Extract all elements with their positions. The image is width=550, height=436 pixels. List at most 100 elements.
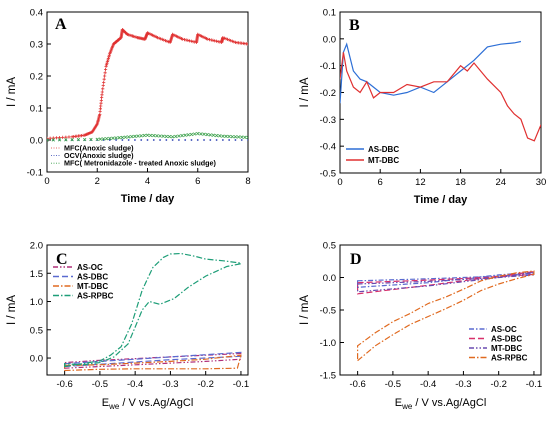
data-point: [196, 139, 199, 141]
series-line-as-oc: [63, 352, 242, 369]
data-point: [189, 132, 194, 137]
legend-label: AS-DBC: [368, 145, 399, 154]
legend-label: AS-DBC: [77, 273, 108, 282]
y-tick-label: 0.0: [30, 136, 43, 147]
data-point: [180, 133, 184, 138]
x-tick-label: 0: [44, 176, 49, 187]
data-point: [190, 139, 193, 141]
x-axis-label: Time / day: [414, 194, 468, 206]
data-point: [105, 61, 109, 65]
x-tick-label: 2: [95, 176, 100, 187]
data-point: [218, 134, 222, 138]
data-point: [120, 135, 125, 140]
series-mfc-metronidazole-treated-anoxic-sludge: [47, 131, 248, 142]
data-point: [126, 135, 131, 139]
data-point: [98, 107, 102, 111]
data-point: [164, 134, 169, 139]
data-point: [67, 135, 71, 139]
data-point: [205, 132, 209, 137]
data-point: [243, 135, 247, 139]
data-point: [199, 132, 203, 136]
x-tick-label: 12: [415, 177, 426, 188]
data-point: [127, 139, 130, 141]
data-point: [221, 36, 225, 40]
y-tick-label: 0.0: [323, 273, 336, 284]
series-line-mt-dbc: [340, 52, 541, 142]
data-point: [121, 139, 124, 141]
y-tick-label: -0.5: [320, 169, 336, 180]
legend-label: AS-RPBC: [491, 354, 528, 363]
data-point: [103, 74, 107, 78]
data-point: [95, 137, 99, 142]
data-point: [157, 36, 161, 40]
data-point: [134, 139, 136, 141]
legend: AS-DBC MT-DBC: [346, 145, 399, 165]
x-tick-label: 6: [195, 176, 200, 187]
data-point: [100, 90, 104, 94]
data-point: [117, 135, 121, 140]
y-tick-label: -0.1: [27, 168, 43, 179]
data-point: [99, 101, 103, 105]
data-point: [233, 135, 238, 139]
data-point: [99, 104, 103, 108]
data-point: [102, 80, 106, 84]
data-point: [246, 135, 248, 140]
data-point: [145, 133, 150, 137]
data-point: [125, 32, 129, 36]
legend: MFC(Anoxic sludge)OCV(Anoxic sludge)MFC(…: [51, 144, 216, 168]
data-point: [178, 139, 180, 141]
data-point: [61, 135, 65, 139]
data-point: [170, 135, 175, 139]
data-point: [246, 42, 248, 46]
data-point: [98, 110, 102, 114]
y-tick-label: 0.0: [323, 34, 336, 45]
y-tick-label: -0.5: [320, 306, 336, 317]
y-tick-label: -0.3: [320, 115, 336, 126]
data-point: [51, 138, 55, 142]
panel-label: A: [55, 16, 67, 33]
data-point: [70, 137, 74, 142]
legend-label: MT-DBC: [368, 156, 399, 165]
panel-d: -0.6 -0.5 -0.4 -0.3 -0.2 -0.1 -1.5 -1.0 -0.5 0.0 0…: [299, 241, 542, 412]
data-point: [202, 132, 206, 136]
data-point: [98, 112, 102, 116]
data-point: [227, 38, 231, 42]
data-point: [51, 136, 55, 140]
data-point: [171, 139, 174, 141]
x-axis-label: Ewe / V vs.Ag/AgCl: [102, 397, 194, 411]
data-point: [142, 133, 147, 138]
y-axis-label: I / mA: [6, 295, 18, 325]
data-point: [105, 60, 110, 64]
data-point: [104, 64, 108, 68]
x-axis-label: Time / day: [121, 193, 175, 205]
y-tick-label: 1.5: [30, 269, 43, 280]
data-point: [159, 139, 161, 141]
x-tick-label: 30: [536, 177, 547, 188]
data-point: [99, 98, 103, 102]
data-point: [100, 93, 104, 97]
data-point: [48, 136, 52, 140]
data-point: [184, 139, 187, 141]
x-tick-label: -0.6: [349, 379, 365, 390]
data-point: [229, 39, 233, 43]
panel-c: -0.6 -0.5 -0.4 -0.3 -0.2 -0.1 0.0 0.5 1.0 1.5 2.0 I…: [6, 241, 249, 412]
data-point: [236, 135, 241, 139]
data-point: [165, 139, 168, 141]
data-point: [103, 68, 108, 72]
data-point: [133, 134, 137, 139]
data-point: [222, 36, 227, 40]
data-point: [106, 56, 110, 60]
y-tick-label: -1.0: [320, 338, 336, 349]
data-point: [101, 87, 105, 91]
data-point: [232, 40, 236, 44]
data-point: [234, 139, 237, 141]
data-point: [115, 139, 117, 141]
data-point: [155, 36, 160, 40]
data-point: [224, 134, 228, 139]
data-point: [148, 133, 153, 138]
data-point: [102, 77, 106, 81]
legend-label: MFC(Anoxic sludge): [64, 144, 134, 153]
x-tick-label: -0.4: [420, 379, 436, 390]
data-point: [160, 37, 164, 41]
